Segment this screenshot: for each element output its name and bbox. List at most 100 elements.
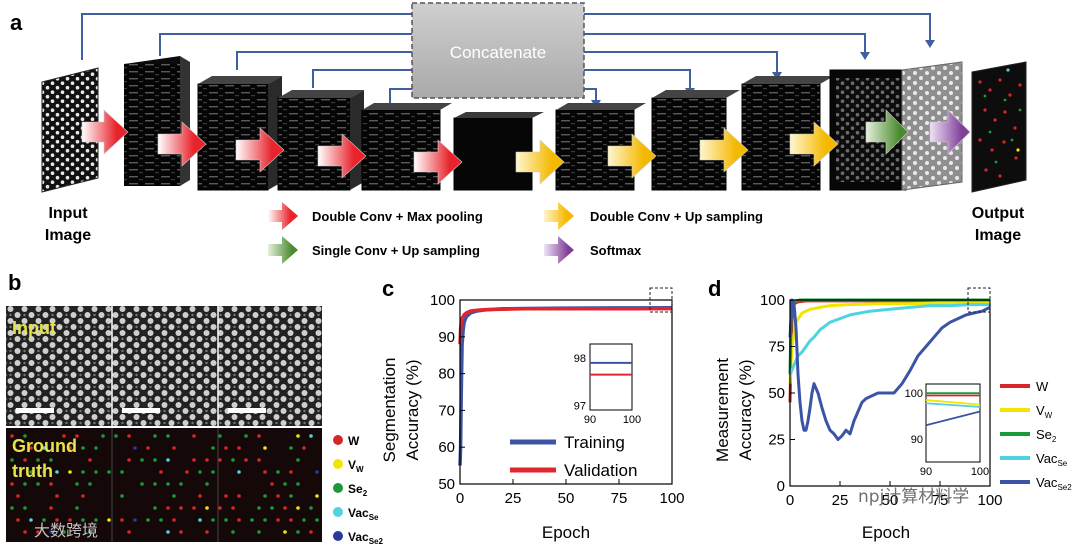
ground-truth-dot xyxy=(192,506,196,510)
legend-label-validation: Validation xyxy=(564,461,637,480)
legend-arrow-red xyxy=(268,202,298,230)
x-tick-label: 100 xyxy=(659,490,684,507)
panel-letter-b: b xyxy=(8,270,21,295)
inset-y-tick-label: 90 xyxy=(911,434,923,446)
ground-truth-dot xyxy=(153,506,157,510)
series-line-v-w xyxy=(788,301,990,384)
ground-truth-label-line2: truth xyxy=(12,461,53,481)
ground-truth-dot xyxy=(172,518,176,522)
legend-label-single-conv-up-sampling: Single Conv + Up sampling xyxy=(312,243,480,258)
chart-c-ylabel-line1: Segmentation xyxy=(380,358,399,463)
ground-truth-dot xyxy=(296,530,300,534)
panel-letter-a: a xyxy=(10,10,23,35)
ground-truth-dot xyxy=(81,470,85,474)
chart-d-xlabel: Epoch xyxy=(862,523,910,542)
arrow-red-5 xyxy=(413,139,463,185)
panel-d: d 0 25 50 75 100 0 25 50 75 100 90 100 90 100 Measure… xyxy=(708,276,1072,542)
ground-truth-dot xyxy=(179,530,183,534)
ground-truth-dot xyxy=(283,530,287,534)
panel-a: a Concatenate Input Image xyxy=(10,2,1027,264)
ground-truth-dot xyxy=(81,494,85,498)
scale-bar-3 xyxy=(228,408,266,413)
input-overlay-label: Input xyxy=(12,318,56,338)
legend-label-vacse: VacSe xyxy=(1036,451,1068,468)
ground-truth-dot xyxy=(55,494,59,498)
ground-truth-dot xyxy=(218,434,222,438)
ground-truth-dot xyxy=(10,482,14,486)
inset-line-1 xyxy=(925,399,981,406)
ground-truth-dot xyxy=(257,506,261,510)
y-tick-label: 100 xyxy=(760,292,785,309)
arrow-red-3 xyxy=(235,127,285,173)
ground-truth-dot xyxy=(146,446,150,450)
ground-truth-dot xyxy=(55,470,59,474)
ground-truth-dot xyxy=(257,434,261,438)
ground-truth-dot xyxy=(218,458,222,462)
ground-truth-dot xyxy=(75,482,79,486)
ground-truth-dot xyxy=(107,518,111,522)
chart-d-ylabel-line1: Measurement xyxy=(713,358,732,462)
ground-truth-dot xyxy=(276,470,280,474)
x-tick-label: 25 xyxy=(832,492,849,509)
legend-species-vacse: VacSe xyxy=(348,506,379,522)
ground-truth-dot xyxy=(10,506,14,510)
ground-truth-dot xyxy=(224,494,228,498)
legend-arrow-green xyxy=(268,236,298,264)
ground-truth-dot xyxy=(49,482,53,486)
ground-truth-dot xyxy=(296,506,300,510)
ground-truth-dot xyxy=(231,458,235,462)
inset-line-3 xyxy=(925,402,981,408)
ground-truth-dot xyxy=(205,482,209,486)
x-tick-label: 25 xyxy=(505,490,522,507)
watermark-right: npj计算材料学 xyxy=(858,487,969,507)
feature-map-block-1 xyxy=(124,56,190,186)
ground-truth-dot xyxy=(315,494,319,498)
ground-truth-dot xyxy=(263,446,267,450)
ground-truth-dot xyxy=(23,434,27,438)
ground-truth-dot xyxy=(205,458,209,462)
ground-truth-dot xyxy=(75,434,79,438)
arrow-purple xyxy=(929,109,971,155)
ground-truth-dot xyxy=(120,518,124,522)
panel-letter-c: c xyxy=(382,276,394,301)
ground-truth-dot xyxy=(42,518,46,522)
legend-label-vacse2: VacSe2 xyxy=(1036,475,1072,492)
ground-truth-dot xyxy=(114,434,118,438)
ground-truth-dot xyxy=(23,530,27,534)
x-tick-label: 100 xyxy=(977,492,1002,509)
ground-truth-dot xyxy=(309,506,313,510)
ground-truth-dot xyxy=(224,446,228,450)
legend-species-se2: Se2 xyxy=(348,482,368,498)
ground-truth-dot xyxy=(94,518,98,522)
scale-bar-1 xyxy=(16,408,54,413)
legend-dot-vw xyxy=(333,459,343,469)
species-legend: W VW Se2 VacSe VacSe2 xyxy=(333,434,383,546)
legend-dot-vacse xyxy=(333,507,343,517)
legend-label-vw: VW xyxy=(1036,403,1053,420)
ground-truth-dot xyxy=(315,518,319,522)
arrow-yellow-2 xyxy=(607,133,657,179)
ground-truth-dot xyxy=(172,446,176,450)
chart-c-xlabel: Epoch xyxy=(542,523,590,542)
arrow-red-1 xyxy=(81,109,129,155)
ground-truth-dot xyxy=(10,458,14,462)
ground-truth-dot xyxy=(237,470,241,474)
ground-truth-dot xyxy=(42,470,46,474)
ground-truth-dot xyxy=(205,530,209,534)
ground-truth-dot xyxy=(68,446,72,450)
ground-truth-dot xyxy=(270,482,274,486)
inset-x-tick-label: 100 xyxy=(971,466,989,478)
legend-arrow-purple xyxy=(544,236,574,264)
feature-map-block-2 xyxy=(197,76,282,191)
legend-label-se2: Se2 xyxy=(1036,427,1057,444)
ground-truth-dot xyxy=(263,470,267,474)
inset-line-4 xyxy=(925,410,981,427)
stem-input-images xyxy=(6,306,322,426)
ground-truth-dot xyxy=(309,530,313,534)
panel-b: b Input Ground truth W VW Se2 VacSe VacS… xyxy=(6,270,383,546)
legend-species-vw: VW xyxy=(348,458,364,474)
ground-truth-dot xyxy=(62,530,66,534)
chart-d-legend: W VW Se2 VacSe VacSe2 xyxy=(1000,379,1072,492)
ground-truth-dot xyxy=(172,494,176,498)
output-image-label-line2: Image xyxy=(975,227,1021,244)
